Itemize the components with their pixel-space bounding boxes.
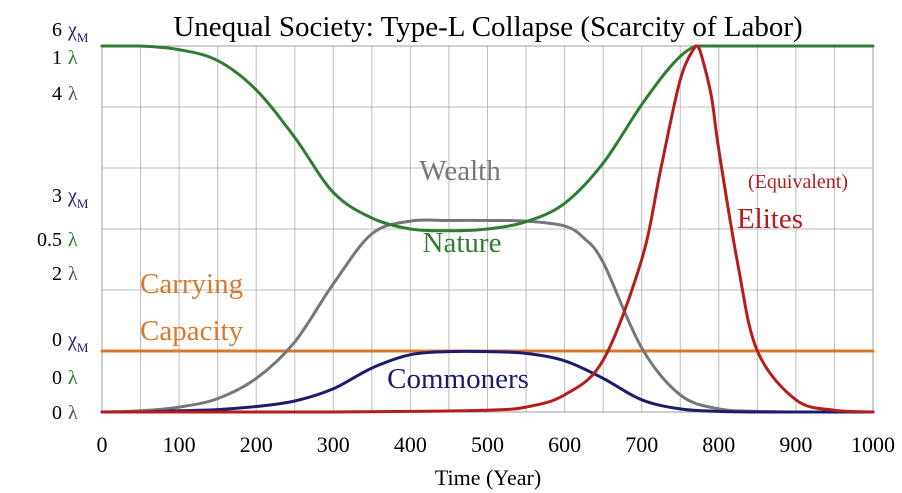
x-tick-label: 700 — [625, 432, 658, 457]
chart-title: Unequal Society: Type-L Collapse (Scarci… — [173, 11, 802, 43]
y-tick-unit-subscript: M — [77, 196, 89, 211]
label-commoners: Commoners — [387, 363, 529, 395]
y-tick-unit: χM — [67, 329, 89, 355]
y-tick-label: 4 — [52, 83, 62, 105]
y-tick-unit: λ — [68, 263, 78, 285]
label-elites-prefix: (Equivalent) — [748, 171, 848, 193]
y-tick-unit-subscript: M — [77, 340, 89, 355]
y-tick-label: 6 — [52, 19, 62, 41]
series-layer — [100, 44, 875, 414]
series-equivalent-elites — [100, 44, 875, 414]
x-axis-label: Time (Year) — [435, 465, 541, 490]
y-tick-unit: χM — [67, 185, 89, 211]
y-axis-ticks: 6 χM1 λ4 λ3 χM0.5 λ2 λ0 χM0 λ0 λ — [37, 19, 89, 424]
y-tick-unit: λ — [68, 229, 78, 251]
x-tick-label: 500 — [471, 432, 504, 457]
y-tick-label: 2 — [52, 263, 62, 285]
series-commoners — [100, 349, 875, 414]
x-tick-label: 200 — [240, 432, 273, 457]
x-tick-label: 900 — [779, 432, 812, 457]
y-tick-unit-subscript: M — [77, 30, 89, 45]
y-tick-label: 0 — [52, 329, 62, 351]
plot-frame — [101, 45, 874, 413]
label-carrying-line2: Capacity — [140, 315, 244, 347]
label-carrying-line1: Carrying — [140, 268, 243, 300]
y-tick-unit: λ — [68, 367, 78, 389]
y-tick-unit: χM — [67, 19, 89, 45]
x-tick-label: 100 — [163, 432, 196, 457]
x-tick-label: 1000 — [851, 432, 895, 457]
x-tick-label: 600 — [548, 432, 581, 457]
y-tick-label: 0.5 — [37, 229, 62, 251]
label-elites: Elites — [737, 203, 803, 235]
y-tick-label: 0 — [52, 402, 62, 424]
y-tick-unit: λ — [68, 47, 78, 69]
y-tick-unit: λ — [68, 402, 78, 424]
y-tick-label: 3 — [52, 185, 62, 207]
x-axis-ticks: 0 100 200 300 400 500 600 700 800 900 1000 — [97, 432, 896, 457]
label-wealth: Wealth — [419, 155, 501, 187]
label-nature: Nature — [423, 227, 502, 259]
y-tick-label: 1 — [52, 47, 62, 69]
x-tick-label: 0 — [97, 432, 108, 457]
x-tick-label: 400 — [394, 432, 427, 457]
series-nature — [100, 44, 875, 233]
y-tick-label: 0 — [52, 367, 62, 389]
x-tick-label: 300 — [317, 432, 350, 457]
x-tick-label: 800 — [702, 432, 735, 457]
y-tick-unit: λ — [68, 83, 78, 105]
